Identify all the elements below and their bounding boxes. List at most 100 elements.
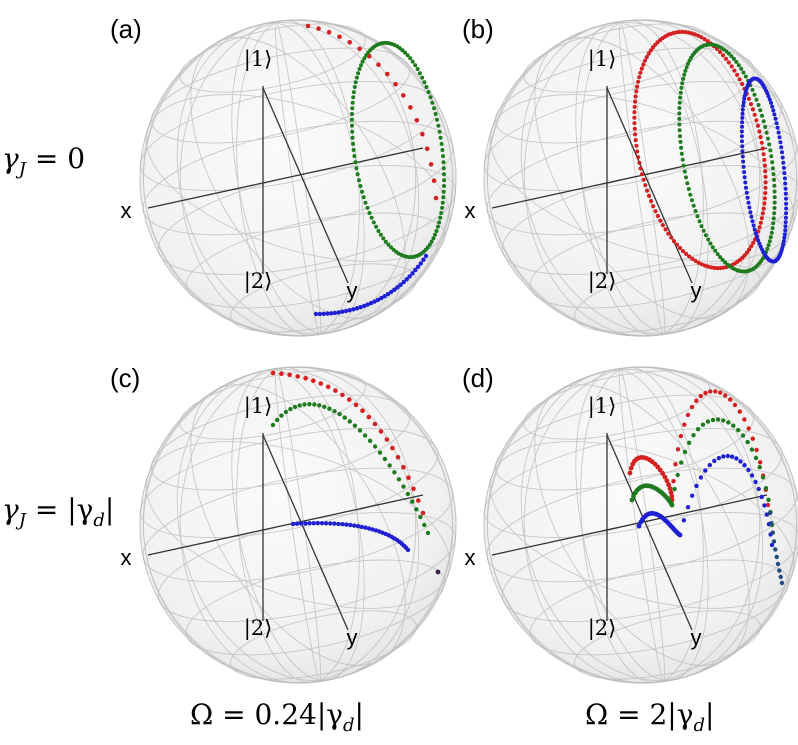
trajectory-red <box>372 421 378 427</box>
trajectory-red <box>740 81 745 87</box>
trajectory-tail <box>779 580 785 586</box>
trajectory-red-start <box>669 493 675 499</box>
trajectory-red-start <box>666 482 671 488</box>
trajectory-blue <box>404 277 409 282</box>
trajectory-blue <box>340 522 345 527</box>
trajectory-red <box>684 251 689 256</box>
trajectory-blue <box>681 518 687 523</box>
trajectory-blue <box>313 311 319 317</box>
trajectory-blue <box>749 473 755 478</box>
trajectory-green <box>349 117 354 122</box>
trajectory-red <box>708 389 713 394</box>
trajectory-green <box>731 56 736 61</box>
trajectory-red <box>395 455 401 460</box>
trajectory-red <box>411 486 416 492</box>
trajectory-blue <box>385 291 391 297</box>
trajectory-green <box>715 417 721 422</box>
trajectory-blue <box>317 311 322 317</box>
trajectory-red <box>723 56 729 61</box>
trajectory-green <box>422 522 427 528</box>
trajectory-blue <box>782 232 787 237</box>
trajectory-green <box>765 246 770 251</box>
trajectory-red <box>357 46 362 52</box>
sphere-grid <box>139 366 457 684</box>
trajectory-red <box>646 51 651 56</box>
trajectory-blue <box>303 521 308 526</box>
trajectory-green <box>362 433 368 438</box>
trajectory-green <box>440 205 445 210</box>
trajectory-green <box>376 229 381 233</box>
trajectory-blue <box>784 201 789 206</box>
trajectory-blue <box>744 185 748 190</box>
trajectory-green <box>680 157 685 162</box>
trajectory-red <box>333 388 338 393</box>
latitude-line <box>142 120 454 236</box>
trajectory-green <box>381 236 386 241</box>
trajectory-red-start <box>668 490 674 495</box>
ket-one-label: |1⟩ <box>588 394 617 419</box>
trajectory-red <box>660 223 665 228</box>
trajectory-green <box>677 106 682 110</box>
y-axis-label: y <box>347 278 358 303</box>
trajectory-blue <box>739 129 744 134</box>
trajectory-blue <box>740 111 745 116</box>
trajectory-red <box>326 29 332 35</box>
trajectory-red <box>287 372 292 378</box>
trajectory-green <box>678 95 683 100</box>
trajectory-red <box>414 118 420 123</box>
trajectory-green <box>337 411 342 417</box>
trajectory-green <box>360 59 365 64</box>
trajectory-red <box>757 129 762 134</box>
trajectory-blue <box>707 462 712 468</box>
trajectory-red <box>428 162 434 167</box>
trajectory-green <box>426 90 431 95</box>
trajectory-green <box>690 198 694 203</box>
trajectory-green <box>357 178 361 183</box>
trajectory-blue <box>366 526 372 531</box>
trajectory-red <box>633 99 638 104</box>
trajectory-red-start <box>628 465 634 471</box>
trajectory-blue <box>759 494 764 500</box>
panel-d: |1⟩ |2⟩ x y <box>465 366 798 684</box>
trajectory-green <box>763 125 768 129</box>
trajectory-green <box>354 75 359 80</box>
trajectory-red <box>682 422 687 427</box>
trajectory-blue <box>781 165 786 170</box>
trajectory-blue <box>712 458 717 464</box>
trajectory-green <box>317 403 322 408</box>
trajectory-green <box>772 206 777 210</box>
trajectory-red <box>677 245 683 251</box>
trajectory-blue <box>375 297 381 303</box>
trajectory-green <box>695 427 701 432</box>
trajectory-blue <box>677 532 683 538</box>
trajectory-blue <box>359 524 364 530</box>
trajectory-blue <box>418 261 423 266</box>
y-axis-line <box>262 87 349 284</box>
panel-a: |1⟩ |2⟩ x y <box>121 19 457 337</box>
trajectory-green <box>715 252 720 257</box>
trajectory-blue <box>747 205 752 210</box>
trajectory-green <box>396 477 402 482</box>
trajectory-green <box>361 195 366 200</box>
trajectory-green <box>371 220 376 225</box>
trajectory-blue <box>755 235 759 240</box>
trajectory-green <box>332 409 337 414</box>
trajectory-blue <box>741 103 746 108</box>
panel-label-d: (d) <box>462 363 494 393</box>
trajectory-red <box>757 460 763 465</box>
trajectory-red <box>633 132 638 137</box>
trajectory-green <box>279 413 284 418</box>
trajectory-green <box>679 151 684 156</box>
trajectory-green <box>706 237 711 242</box>
trajectory-green <box>438 215 443 220</box>
trajectory-blue <box>776 130 781 135</box>
trajectory-tail <box>773 547 778 552</box>
trajectory-red <box>643 183 648 188</box>
trajectory-red <box>748 102 754 107</box>
trajectory-green <box>740 433 746 438</box>
trajectory-blue <box>332 310 338 316</box>
trajectory-green <box>741 70 746 75</box>
trajectory-blue <box>401 279 406 285</box>
trajectory-tail <box>767 510 773 516</box>
